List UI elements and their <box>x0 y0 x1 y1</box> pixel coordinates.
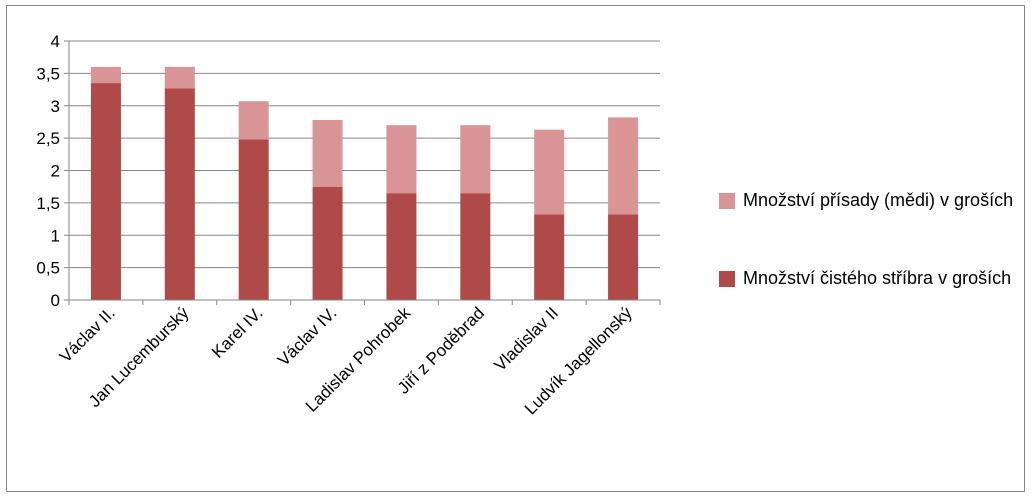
bar-copper-3 <box>312 119 343 187</box>
legend-swatch-copper <box>719 193 735 209</box>
x-tick-labels: Václav II.Jan Lucemburský Karel IV. Václav… <box>56 303 636 418</box>
bar-silver-6 <box>534 214 565 300</box>
stacked-bar-chart: 0 0,5 1 1,5 2 2,5 3 3,5 4 Václav II.Jan Lucembur… <box>36 32 661 418</box>
x-tick-label: Vladislav II <box>490 303 562 375</box>
bar-silver-1 <box>164 88 195 300</box>
axes <box>64 40 661 305</box>
x-tick-label: Karel IV. <box>208 303 266 361</box>
y-tick-label: 0 <box>51 291 60 310</box>
bar-silver-7 <box>608 214 639 300</box>
y-tick-label: 1,5 <box>36 194 60 213</box>
y-tick-label: 2 <box>51 162 60 181</box>
bars <box>90 66 639 301</box>
bar-silver-5 <box>460 193 491 300</box>
bar-silver-4 <box>386 193 417 300</box>
bar-silver-3 <box>312 186 343 300</box>
bar-copper-1 <box>164 66 195 89</box>
chart-frame: 0 0,5 1 1,5 2 2,5 3 3,5 4 Václav II. Jan Lucembur… <box>6 5 1025 492</box>
y-tick-label: 0,5 <box>36 259 60 278</box>
y-tick-label: 4 <box>51 32 60 51</box>
bar-silver-2 <box>238 139 269 300</box>
legend-label-copper: Množství přísady (mědi) v groších <box>743 190 1014 210</box>
bar-copper-4 <box>386 125 417 194</box>
bar-copper-5 <box>460 125 491 194</box>
y-tick-label: 3 <box>51 97 60 116</box>
legend-label-silver: Množství čistého stříbra v groších <box>743 268 1012 288</box>
y-tick-label: 1 <box>51 226 60 245</box>
y-tick-labels: 0 0,5 1 1,5 2 2,5 3 3,5 4 <box>36 32 60 310</box>
x-tick-label: Václav IV. <box>274 303 340 369</box>
bar-copper-0 <box>90 66 121 84</box>
legend-swatch-silver <box>719 271 735 287</box>
bar-silver-0 <box>90 83 121 301</box>
bar-copper-6 <box>534 129 565 215</box>
x-tick-label: Václav II. <box>56 303 119 366</box>
gridlines <box>69 40 660 269</box>
bar-copper-7 <box>608 117 639 215</box>
y-tick-label: 3,5 <box>36 64 60 83</box>
y-tick-label: 2,5 <box>36 129 60 148</box>
bar-copper-2 <box>238 101 269 140</box>
